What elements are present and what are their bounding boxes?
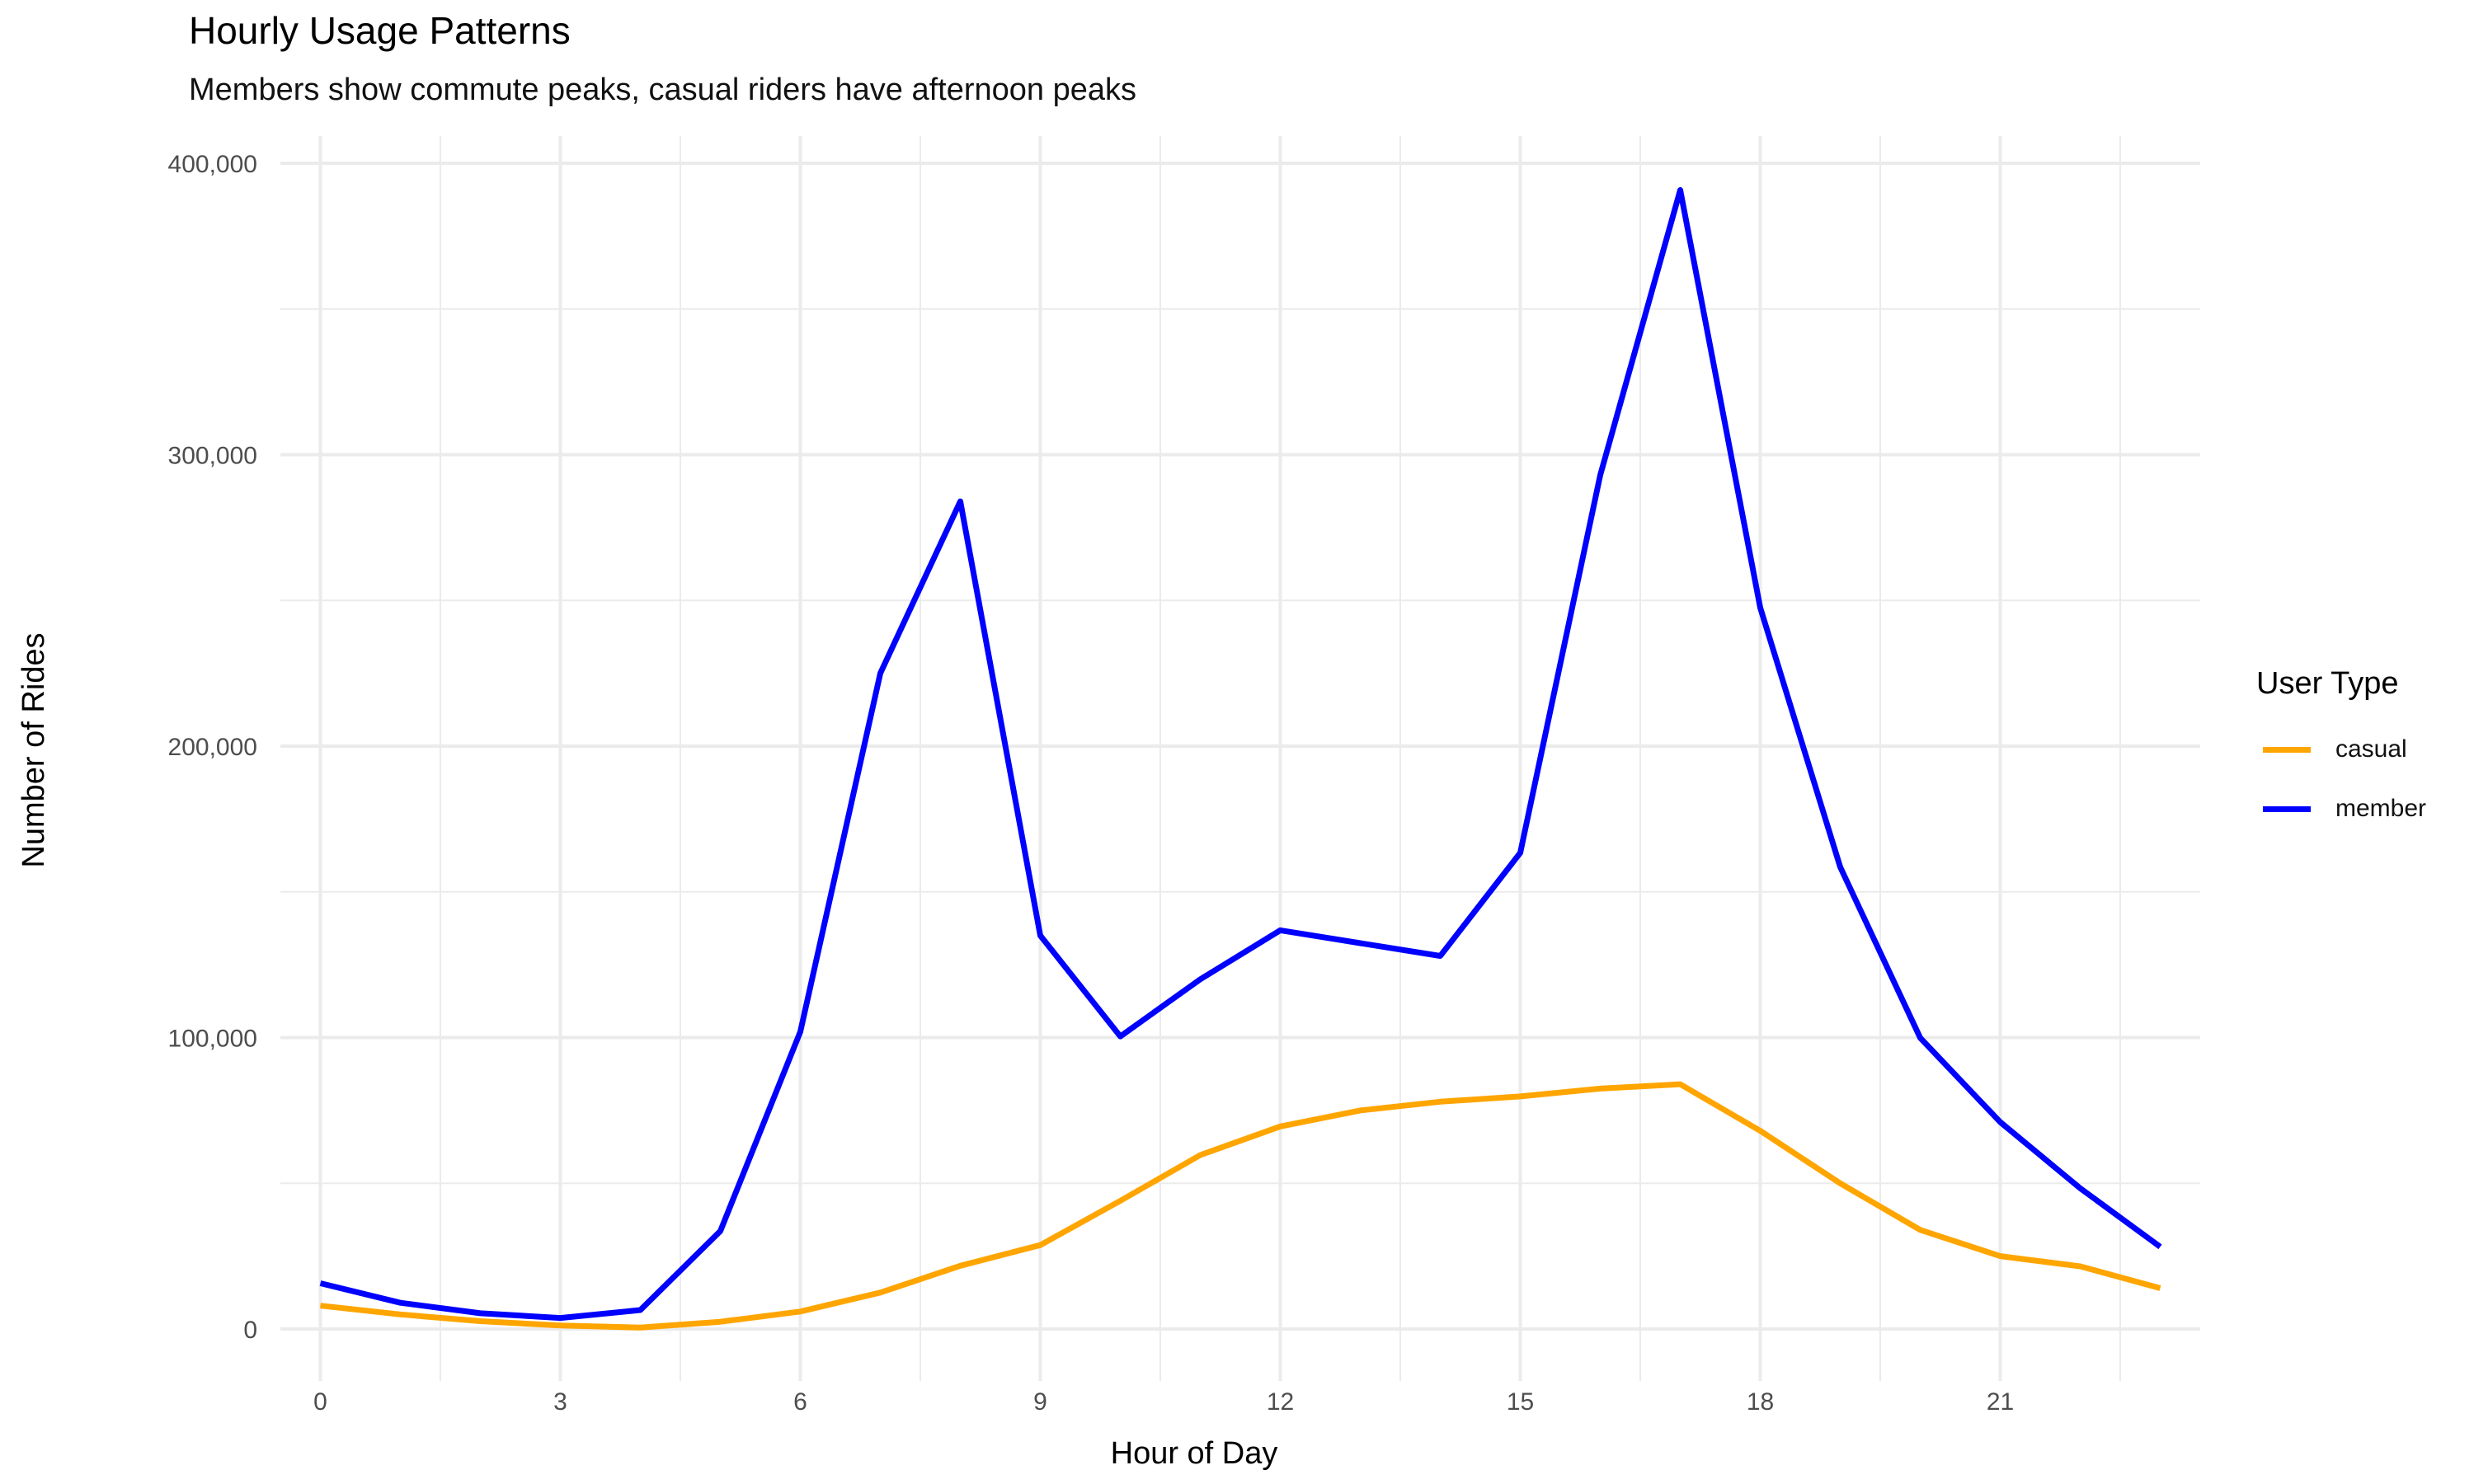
legend-label-casual: casual: [2335, 735, 2407, 763]
chart-title: Hourly Usage Patterns: [189, 9, 571, 52]
y-tick-label: 200,000: [168, 734, 257, 761]
y-tick-label: 400,000: [168, 151, 257, 178]
major-gridlines: [280, 136, 2200, 1381]
x-axis-tick-labels: 0 3 6 9 12 15 18 21: [313, 1388, 2014, 1416]
y-tick-label: 0: [243, 1317, 257, 1344]
x-tick-label: 0: [313, 1388, 327, 1416]
legend-key-casual: [2263, 746, 2311, 753]
chart-subtitle: Members show commute peaks, casual rider…: [189, 73, 1136, 107]
legend-title: User Type: [2256, 666, 2399, 701]
series-line-member: [319, 187, 2162, 1322]
x-tick-label: 21: [1987, 1388, 2014, 1416]
legend-label-member: member: [2335, 795, 2427, 822]
x-axis-label: Hour of Day: [1111, 1436, 1278, 1471]
x-tick-label: 12: [1267, 1388, 1294, 1416]
y-tick-label: 100,000: [168, 1026, 257, 1053]
x-tick-label: 9: [1033, 1388, 1047, 1416]
legend-item-casual: casual: [2256, 720, 2426, 779]
legend: User Type casual member: [2256, 666, 2426, 838]
legend-item-member: member: [2256, 779, 2426, 838]
x-tick-label: 18: [1747, 1388, 1774, 1416]
legend-key-member: [2263, 805, 2311, 812]
x-tick-label: 6: [793, 1388, 807, 1416]
series-line-casual: [320, 1081, 2161, 1331]
minor-gridlines: [280, 136, 2200, 1381]
y-axis-label: Number of Rides: [16, 632, 51, 867]
x-tick-label: 3: [553, 1388, 567, 1416]
y-tick-label: 300,000: [168, 443, 257, 470]
series-lines: [319, 187, 2162, 1331]
x-tick-label: 15: [1507, 1388, 1534, 1416]
y-axis-tick-labels: 0 100,000 200,000 300,000 400,000: [168, 151, 257, 1344]
